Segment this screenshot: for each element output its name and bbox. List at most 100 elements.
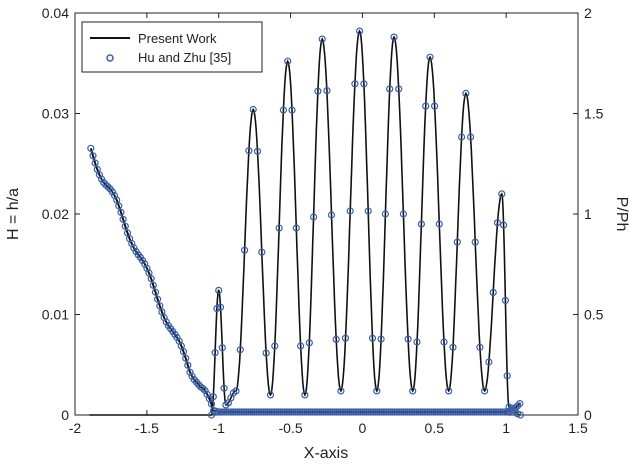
hu-zhu-marker-pressure: [271, 342, 279, 350]
hu-zhu-marker-thickness: [115, 202, 123, 210]
hu-zhu-marker-pressure: [445, 387, 453, 395]
x-tick-label: 1: [502, 420, 510, 436]
data-markers: [87, 27, 525, 419]
hu-zhu-marker-pressure: [207, 411, 216, 419]
hu-zhu-marker-thickness: [173, 333, 181, 342]
hu-zhu-marker-pressure: [211, 349, 219, 357]
y-tick-label-left: 0: [61, 407, 69, 423]
hu-zhu-marker-pressure: [279, 106, 287, 114]
hu-zhu-marker-pressure: [346, 207, 354, 215]
y-tick-label-left: 0.03: [42, 106, 69, 122]
hu-zhu-marker-pressure: [399, 210, 407, 218]
hu-zhu-marker-thickness: [104, 183, 112, 191]
legend-label-hu-zhu: Hu and Zhu [35]: [138, 50, 231, 65]
hu-zhu-marker-thickness: [516, 400, 524, 408]
hu-zhu-marker-thickness: [182, 354, 190, 362]
hu-zhu-marker-pressure: [356, 27, 364, 35]
hu-zhu-marker-pressure: [498, 190, 506, 198]
y-tick-label-right: 2: [584, 5, 592, 21]
hu-zhu-marker-pressure: [297, 342, 305, 350]
y-axis-label-left: H = h/a: [5, 188, 22, 240]
hu-zhu-marker-pressure: [449, 343, 457, 351]
hu-zhu-marker-pressure: [262, 349, 270, 357]
hu-zhu-marker-pressure: [435, 220, 443, 228]
y-tick-label-right: 1.5: [584, 106, 604, 122]
hu-zhu-marker-pressure: [360, 80, 368, 88]
hu-zhu-marker-thickness: [119, 215, 127, 223]
y-tick-label-right: 1: [584, 206, 592, 222]
hu-zhu-marker-pressure: [431, 102, 439, 110]
hu-zhu-marker-pressure: [500, 221, 508, 229]
hu-zhu-marker-thickness: [151, 288, 160, 296]
pressure-curve: [89, 29, 521, 416]
y-tick-label-right: 0: [584, 407, 592, 423]
hu-zhu-marker-pressure: [351, 80, 359, 88]
hu-zhu-marker-pressure: [458, 133, 466, 141]
hu-zhu-marker-pressure: [292, 224, 300, 232]
hu-zhu-marker-pressure: [453, 238, 461, 246]
hu-zhu-marker-thickness: [179, 348, 188, 356]
hu-zhu-marker-pressure: [493, 219, 502, 227]
hu-zhu-marker-pressure: [404, 335, 412, 343]
hu-zhu-marker-pressure: [413, 338, 421, 346]
hu-zhu-marker-pressure: [503, 372, 511, 380]
hu-zhu-marker-thickness: [149, 281, 157, 289]
hu-zhu-marker-pressure: [368, 334, 377, 342]
hu-zhu-marker-thickness: [130, 244, 138, 252]
x-tick-label: 1.5: [568, 420, 588, 436]
hu-zhu-marker-pressure: [386, 85, 394, 93]
x-tick-label: -0.5: [279, 420, 303, 436]
hu-zhu-marker-pressure: [440, 338, 448, 346]
hu-zhu-marker-pressure: [275, 224, 283, 232]
x-axis-label: X-axis: [304, 445, 348, 462]
hu-zhu-marker-pressure: [301, 391, 309, 399]
hu-zhu-marker-pressure: [390, 33, 398, 41]
hu-zhu-marker-pressure: [327, 211, 336, 219]
legend: Present Work Hu and Zhu [35]: [81, 21, 263, 73]
hu-zhu-marker-pressure: [258, 248, 266, 256]
hu-zhu-marker-pressure: [377, 335, 385, 343]
hu-zhu-marker-pressure: [373, 387, 381, 395]
hu-zhu-marker-pressure: [471, 238, 479, 246]
hu-zhu-marker-pressure: [364, 207, 372, 215]
hu-zhu-marker-thickness: [91, 159, 99, 167]
hu-zhu-marker-thickness: [201, 387, 209, 395]
hu-zhu-marker-pressure: [341, 334, 350, 342]
hu-zhu-marker-pressure: [249, 105, 257, 114]
hu-zhu-marker-pressure: [266, 391, 275, 399]
hu-zhu-marker-thickness: [89, 152, 97, 160]
hu-zhu-marker-thickness: [186, 368, 194, 376]
hu-zhu-marker-pressure: [485, 358, 493, 366]
hu-zhu-marker-pressure: [417, 220, 425, 228]
hu-zhu-marker-thickness: [87, 144, 95, 152]
legend-box: [81, 21, 263, 73]
hu-zhu-marker-pressure: [318, 35, 326, 43]
hu-zhu-marker-thickness: [154, 295, 162, 303]
y-tick-label-left: 0.02: [42, 206, 69, 222]
y-axis-label-right: P/Ph: [613, 197, 629, 232]
hu-zhu-marker-pressure: [245, 147, 253, 155]
hu-zhu-marker-thickness: [108, 188, 117, 196]
hu-zhu-marker-pressure: [209, 393, 217, 401]
y-tick-label-left: 0.01: [42, 307, 69, 323]
hu-zhu-marker-pressure: [310, 213, 318, 221]
hu-zhu-marker-pressure: [253, 147, 262, 155]
hu-zhu-marker-pressure: [481, 387, 489, 395]
hu-zhu-marker-pressure: [332, 335, 340, 343]
hu-zhu-marker-thickness: [102, 181, 110, 189]
axes-ticks: -2 -1.5 -1 -0.5 0 0.5 1 1.500.010.020.030.0400.…: [42, 5, 604, 436]
hu-zhu-marker-thickness: [156, 302, 164, 310]
hu-zhu-marker-pressure: [501, 296, 509, 304]
hu-zhu-marker-pressure: [220, 384, 228, 392]
x-tick-label: -1: [212, 420, 225, 436]
hu-zhu-marker-thickness: [195, 381, 203, 389]
hu-zhu-marker-pressure: [232, 387, 240, 395]
hu-zhu-marker-pressure: [215, 286, 223, 294]
hu-zhu-marker-pressure: [395, 85, 403, 93]
x-tick-label: -1.5: [135, 420, 159, 436]
hu-zhu-marker-pressure: [381, 210, 389, 218]
hu-zhu-marker-pressure: [462, 89, 470, 98]
hu-zhu-marker-pressure: [422, 102, 430, 110]
hu-zhu-marker-pressure: [516, 411, 525, 419]
hu-zhu-marker-pressure: [218, 344, 226, 352]
